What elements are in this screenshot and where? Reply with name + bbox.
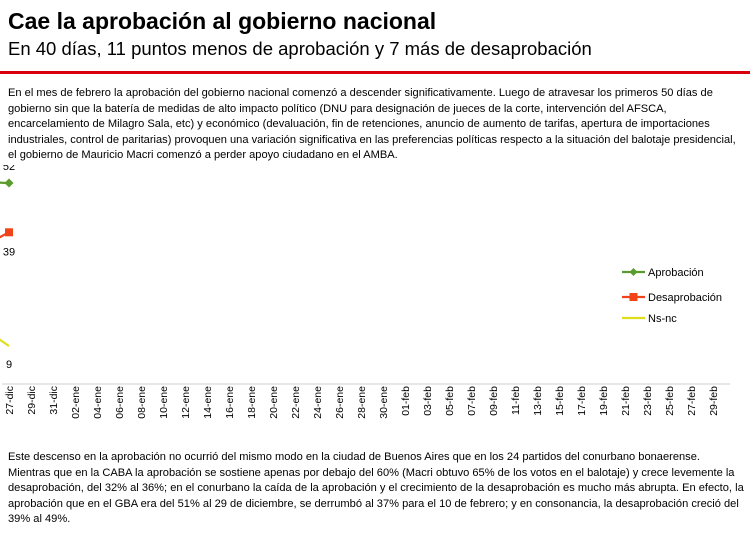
line-chart: 27-dic 29-dic 31-dic 02-ene 04-ene 06-ene 08-e… [0, 165, 730, 419]
data-point-marker [4, 178, 14, 188]
data-label: 9 [6, 359, 12, 371]
x-tick-label: 15-feb [554, 386, 566, 416]
data-label: 39 [3, 246, 15, 258]
legend-label: Aprobación [648, 267, 704, 279]
x-tick-label: 20-ene [268, 386, 280, 419]
x-tick-label: 05-feb [444, 386, 456, 416]
data-point-marker [5, 228, 13, 237]
x-tick-label: 10-ene [158, 386, 170, 419]
x-tick-label: 27-dic [4, 386, 16, 415]
x-tick-label: 17-feb [576, 386, 588, 416]
outro-paragraph: Este descenso en la aprobación no ocurri… [8, 451, 744, 525]
x-tick-label: 11-feb [510, 386, 522, 415]
x-tick-label: 23-feb [642, 386, 654, 416]
legend-marker [629, 293, 638, 301]
x-tick-label: 08-ene [136, 386, 148, 419]
legend-label: Ns-nc [648, 313, 677, 325]
x-tick-label: 29-feb [708, 386, 720, 416]
header: Cae la aprobación al gobierno nacional E… [0, 0, 750, 70]
legend-label: Desaprobación [648, 292, 722, 304]
x-tick-label: 18-ene [246, 386, 258, 419]
x-tick-label: 04-ene [92, 386, 104, 419]
data-label: 52 [3, 165, 15, 173]
x-tick-label: 14-ene [202, 386, 214, 419]
x-tick-label: 21-feb [620, 386, 632, 416]
x-tick-label: 25-feb [664, 386, 676, 416]
page-subtitle: En 40 días, 11 puntos menos de aprobació… [8, 38, 592, 59]
x-tick-label: 26-ene [334, 386, 346, 419]
x-tick-label: 16-ene [224, 386, 236, 419]
page-title: Cae la aprobación al gobierno nacional [8, 8, 437, 34]
x-tick-label: 24-ene [312, 386, 324, 419]
x-tick-label: 13-feb [532, 386, 544, 416]
x-tick-label: 03-feb [422, 386, 434, 416]
x-tick-label: 19-feb [598, 386, 610, 416]
divider-rule [0, 71, 750, 74]
x-tick-label: 29-dic [26, 386, 38, 415]
x-tick-label: 28-ene [356, 386, 368, 419]
x-tick-label: 30-ene [378, 386, 390, 419]
x-tick-label: 27-feb [686, 386, 698, 416]
series-line-aprobación [0, 181, 10, 185]
x-tick-label: 01-feb [400, 386, 412, 416]
series-line-ns-nc [0, 338, 10, 347]
x-tick-label: 02-ene [70, 386, 82, 419]
x-tick-label: 06-ene [114, 386, 126, 419]
series-line-desaprobación [0, 231, 10, 239]
x-tick-label: 07-feb [466, 386, 478, 416]
intro-paragraph: En el mes de febrero la aprobación del g… [8, 87, 736, 161]
x-tick-label: 31-dic [48, 386, 60, 415]
x-tick-label: 09-feb [488, 386, 500, 416]
x-tick-label: 12-ene [180, 386, 192, 419]
legend-marker [629, 268, 638, 276]
x-tick-label: 22-ene [290, 386, 302, 419]
